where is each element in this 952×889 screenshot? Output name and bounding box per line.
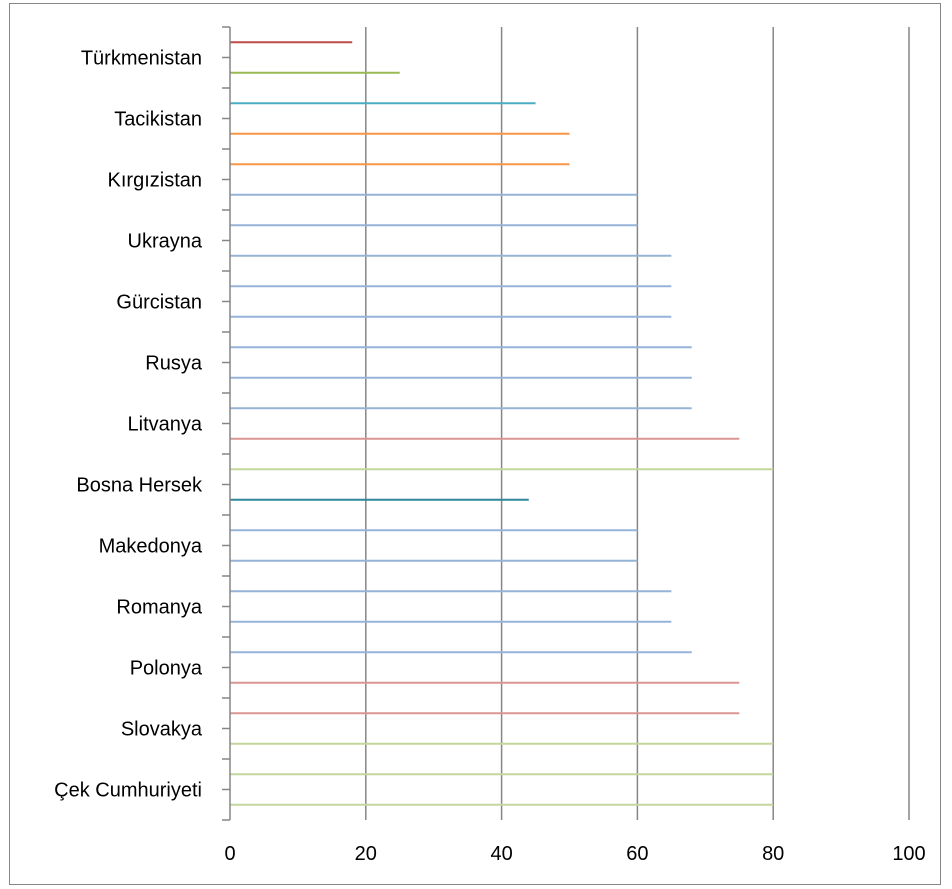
category-label: Ukrayna bbox=[128, 231, 203, 253]
bars bbox=[230, 41, 774, 806]
category-labels: Türkmenistan Tacikistan Kırgızistan Ukrayna… bbox=[54, 48, 203, 802]
x-tick-labels: 0 20 40 60 80 100 bbox=[224, 843, 925, 865]
x-tick-label-20: 20 bbox=[355, 843, 377, 865]
axes bbox=[222, 26, 231, 821]
category-label: Makedonya bbox=[99, 536, 203, 558]
category-label: Romanya bbox=[116, 597, 202, 619]
category-label: Gürcistan bbox=[116, 292, 202, 314]
category-label: Kırgızistan bbox=[108, 170, 202, 192]
category-label: Türkmenistan bbox=[81, 48, 202, 70]
x-tick-label-40: 40 bbox=[490, 843, 512, 865]
x-tick-label-60: 60 bbox=[626, 843, 648, 865]
category-label: Slovakya bbox=[121, 719, 203, 741]
category-label: Polonya bbox=[130, 658, 203, 680]
category-label: Bosna Hersek bbox=[76, 475, 203, 497]
category-label: Tacikistan bbox=[114, 109, 202, 131]
gridlines bbox=[365, 27, 910, 820]
category-label: Litvanya bbox=[128, 414, 203, 436]
bar-chart: 0 20 40 60 80 100 Türkmenistan Tacikistan Kırgı… bbox=[54, 26, 926, 865]
category-label: Rusya bbox=[145, 353, 203, 375]
chart-frame: 0 20 40 60 80 100 Türkmenistan Tacikistan Kırgı… bbox=[9, 3, 941, 885]
x-tick-label-100: 100 bbox=[892, 843, 925, 865]
x-tick-label-0: 0 bbox=[224, 843, 235, 865]
x-tick-label-80: 80 bbox=[762, 843, 784, 865]
category-label: Çek Cumhuriyeti bbox=[54, 780, 202, 802]
